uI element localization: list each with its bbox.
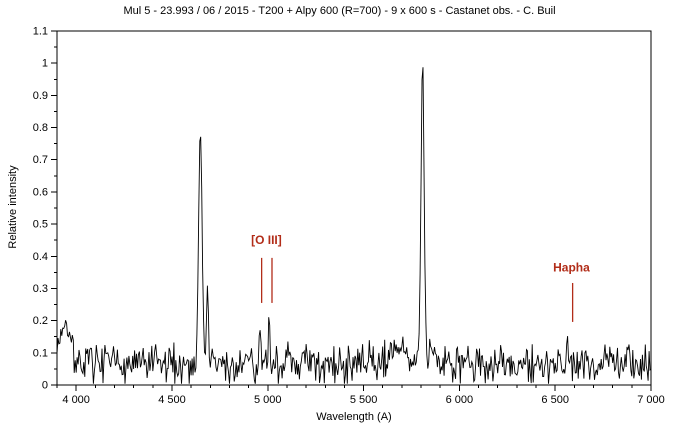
y-tick-label: 0.6 — [33, 186, 48, 198]
x-tick-label: 7 000 — [637, 394, 665, 406]
y-tick-label: 0.1 — [33, 347, 48, 359]
y-tick-label: 0.5 — [33, 219, 48, 231]
y-tick-label: 0.9 — [33, 90, 48, 102]
y-tick-label: 0.7 — [33, 154, 48, 166]
chart-title: Mul 5 - 23.993 / 06 / 2015 - T200 + Alpy… — [123, 5, 556, 17]
y-tick-label: 1.1 — [33, 26, 48, 38]
x-tick-label: 4 000 — [62, 394, 90, 406]
x-tick-label: 4 500 — [158, 394, 186, 406]
x-tick-label: 6 500 — [541, 394, 569, 406]
x-tick-label: 5 000 — [254, 394, 282, 406]
x-tick-label: 5 500 — [350, 394, 378, 406]
x-axis-title: Wavelength (A) — [316, 411, 392, 423]
y-tick-label: 0.2 — [33, 315, 48, 327]
annotation-label: Hapha — [553, 261, 590, 275]
annotation-label: [O III] — [251, 233, 282, 247]
y-tick-label: 1 — [42, 58, 48, 70]
y-tick-label: 0.8 — [33, 122, 48, 134]
spectrum-line — [56, 67, 652, 384]
x-tick-label: 6 000 — [446, 394, 474, 406]
plot-border — [56, 30, 652, 386]
y-tick-label: 0.3 — [33, 283, 48, 295]
y-tick-label: 0 — [42, 380, 48, 392]
y-tick-label: 0.4 — [33, 251, 48, 263]
